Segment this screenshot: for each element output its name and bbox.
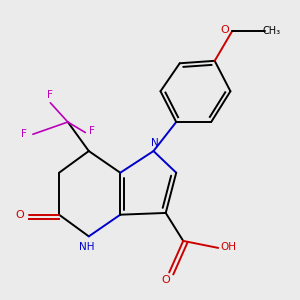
Text: F: F <box>21 129 27 139</box>
Text: O: O <box>221 26 230 35</box>
Text: O: O <box>16 210 24 220</box>
Text: CH₃: CH₃ <box>262 26 281 36</box>
Text: N: N <box>152 138 159 148</box>
Text: OH: OH <box>220 242 236 252</box>
Text: O: O <box>161 275 170 285</box>
Text: F: F <box>89 126 95 136</box>
Text: NH: NH <box>79 242 95 252</box>
Text: F: F <box>47 90 53 100</box>
